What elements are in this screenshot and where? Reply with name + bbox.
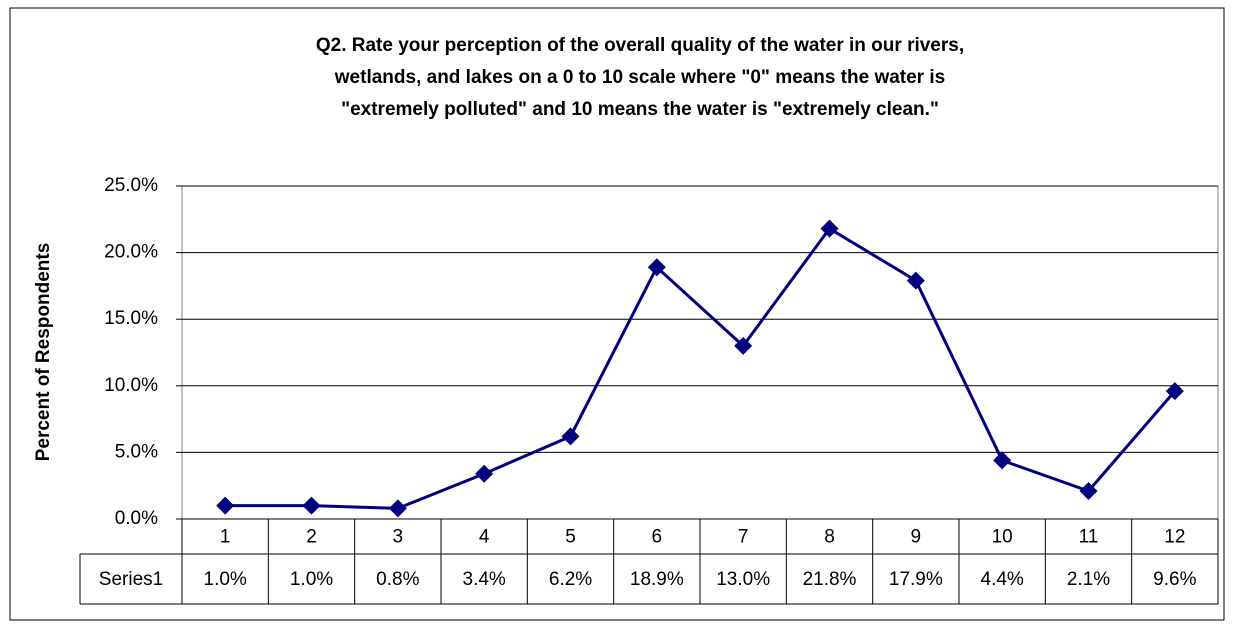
chart-title: Q2. Rate your perception of the overall … bbox=[316, 35, 964, 56]
marker bbox=[906, 271, 925, 290]
x-tick-label: 3 bbox=[393, 527, 404, 548]
value-label: 9.6% bbox=[1153, 569, 1196, 590]
marker bbox=[734, 336, 753, 355]
y-tick-label: 5.0% bbox=[115, 441, 158, 462]
y-tick-label: 20.0% bbox=[104, 242, 158, 263]
value-label: 21.8% bbox=[803, 569, 857, 590]
y-tick-label: 25.0% bbox=[104, 175, 158, 196]
value-label: 1.0% bbox=[290, 569, 333, 590]
marker bbox=[388, 499, 407, 518]
x-tick-label: 1 bbox=[220, 527, 231, 548]
marker bbox=[475, 464, 494, 483]
plot-area bbox=[181, 185, 1219, 520]
marker bbox=[820, 219, 839, 238]
value-label: 2.1% bbox=[1067, 569, 1110, 590]
chart-title: "extremely polluted" and 10 means the wa… bbox=[341, 99, 939, 120]
y-tick-label: 15.0% bbox=[104, 308, 158, 329]
x-tick-label: 11 bbox=[1079, 527, 1099, 548]
value-label: 4.4% bbox=[981, 569, 1024, 590]
value-label: 1.0% bbox=[204, 569, 247, 590]
legend-label: Series1 bbox=[99, 569, 163, 590]
y-tick-label: 10.0% bbox=[104, 375, 158, 396]
x-tick-label: 10 bbox=[992, 527, 1013, 548]
value-label: 18.9% bbox=[630, 569, 684, 590]
x-tick-label: 9 bbox=[911, 527, 922, 548]
x-tick-label: 12 bbox=[1164, 527, 1185, 548]
value-label: 0.8% bbox=[376, 569, 419, 590]
marker bbox=[1079, 482, 1098, 501]
marker bbox=[216, 496, 235, 515]
marker bbox=[561, 427, 580, 446]
value-label: 17.9% bbox=[889, 569, 943, 590]
y-tick-label: 0.0% bbox=[115, 508, 158, 529]
x-tick-label: 6 bbox=[652, 527, 663, 548]
marker bbox=[647, 258, 666, 277]
x-tick-label: 2 bbox=[306, 527, 317, 548]
y-axis-label: Percent of Respondents bbox=[33, 243, 54, 462]
marker bbox=[993, 451, 1012, 470]
series-line bbox=[225, 226, 1176, 510]
value-label: 13.0% bbox=[716, 569, 770, 590]
x-tick-label: 5 bbox=[565, 527, 576, 548]
x-tick-label: 4 bbox=[479, 527, 490, 548]
marker bbox=[1165, 382, 1184, 401]
chart-title: wetlands, and lakes on a 0 to 10 scale w… bbox=[334, 67, 945, 88]
value-label: 3.4% bbox=[463, 569, 506, 590]
value-label: 6.2% bbox=[549, 569, 592, 590]
x-tick-label: 8 bbox=[824, 527, 835, 548]
marker bbox=[302, 496, 321, 515]
x-tick-label: 7 bbox=[738, 527, 749, 548]
